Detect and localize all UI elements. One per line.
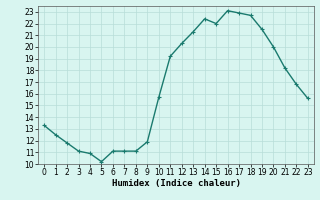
X-axis label: Humidex (Indice chaleur): Humidex (Indice chaleur) [111,179,241,188]
